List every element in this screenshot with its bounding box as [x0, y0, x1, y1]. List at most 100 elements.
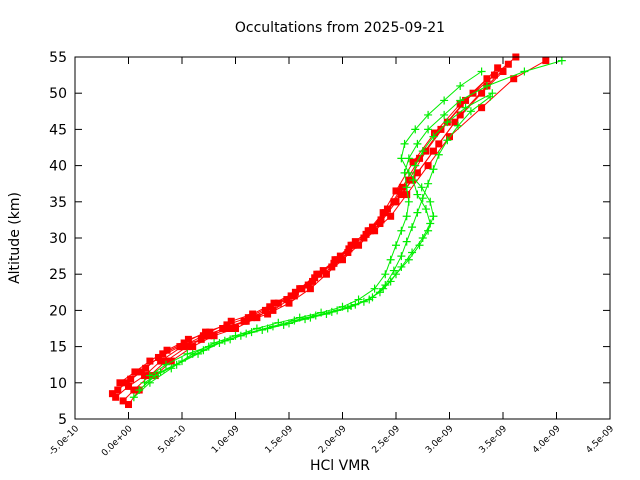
- data-point: [386, 255, 395, 264]
- y-tick-label: 45: [49, 122, 67, 138]
- data-point: [176, 343, 184, 351]
- data-point: [397, 252, 406, 261]
- data-point: [140, 378, 149, 387]
- y-tick-label: 5: [58, 412, 67, 428]
- data-point: [381, 270, 390, 279]
- data-point: [159, 350, 167, 358]
- data-point: [371, 227, 379, 235]
- data-point: [311, 311, 320, 320]
- data-point: [253, 314, 261, 322]
- data-point: [413, 208, 422, 217]
- data-point: [183, 349, 192, 358]
- data-point: [199, 332, 207, 340]
- data-point: [226, 335, 235, 344]
- y-tick-label: 10: [49, 376, 67, 392]
- data-point: [354, 295, 363, 304]
- data-point: [322, 270, 330, 278]
- data-point: [418, 194, 427, 203]
- data-point: [146, 357, 154, 365]
- data-point: [456, 96, 465, 105]
- y-tick-label: 55: [49, 50, 67, 66]
- data-point: [443, 118, 452, 127]
- plot-frame: [74, 56, 611, 420]
- data-point: [404, 197, 413, 206]
- data-point: [141, 372, 149, 380]
- data-point: [405, 176, 413, 184]
- data-point: [418, 147, 427, 156]
- data-point: [520, 67, 529, 76]
- data-point: [330, 259, 338, 267]
- x-tick-label: 0.0e+00: [100, 424, 135, 459]
- data-point: [415, 241, 424, 250]
- data-point: [456, 111, 464, 119]
- data-point: [413, 190, 422, 199]
- data-point: [227, 317, 235, 325]
- data-point: [486, 92, 495, 101]
- data-point: [206, 328, 214, 336]
- data-point: [397, 191, 405, 199]
- data-point: [435, 140, 443, 148]
- data-point: [108, 390, 116, 398]
- data-point: [397, 154, 406, 163]
- data-point: [389, 266, 398, 275]
- data-point: [266, 303, 274, 311]
- data-point: [424, 179, 433, 188]
- y-axis-label: Altitude (km): [7, 192, 23, 284]
- data-point: [402, 183, 411, 192]
- data-point: [392, 241, 400, 250]
- x-axis-label: HCl VMR: [310, 458, 370, 474]
- data-point: [461, 103, 470, 112]
- y-tick-label: 40: [49, 159, 67, 175]
- data-point: [404, 255, 413, 264]
- data-point: [411, 161, 420, 170]
- data-point: [137, 368, 145, 376]
- data-point: [377, 216, 385, 224]
- x-tick-label: 2.0e-09: [317, 424, 349, 456]
- data-point: [402, 237, 411, 246]
- data-point: [328, 263, 336, 271]
- data-point: [424, 125, 433, 134]
- data-point: [429, 132, 438, 141]
- data-point: [417, 183, 426, 192]
- data-point: [135, 386, 144, 395]
- data-point: [424, 110, 433, 119]
- series-line: [149, 96, 491, 377]
- data-point: [157, 357, 165, 365]
- data-point: [440, 96, 449, 105]
- data-point: [178, 357, 186, 366]
- x-tick-label: 3.5e-09: [478, 424, 510, 456]
- x-tick-label: 2.5e-09: [371, 424, 403, 456]
- data-point: [426, 197, 435, 206]
- data-point: [397, 226, 406, 235]
- data-point: [268, 322, 277, 331]
- data-point: [270, 299, 278, 307]
- data-point: [333, 306, 342, 315]
- x-tick-label: 4.5e-09: [585, 424, 617, 456]
- data-point: [180, 339, 188, 347]
- series-line: [112, 78, 488, 395]
- data-point: [219, 325, 227, 332]
- data-point: [125, 401, 132, 409]
- data-point: [413, 169, 421, 177]
- data-point: [368, 293, 377, 302]
- data-point: [274, 299, 282, 307]
- data-point: [154, 353, 162, 361]
- data-point: [240, 317, 248, 325]
- data-point: [454, 121, 463, 130]
- y-tick-label: 15: [49, 340, 67, 356]
- data-point: [156, 367, 165, 376]
- data-markers: [108, 53, 566, 409]
- data-point: [202, 328, 210, 336]
- data-point: [421, 205, 430, 214]
- data-point: [244, 314, 252, 322]
- data-point: [499, 67, 507, 75]
- x-tick-label: 5.0e-10: [157, 424, 189, 456]
- data-point: [400, 139, 409, 148]
- data-point: [189, 343, 197, 351]
- data-point: [542, 57, 550, 65]
- data-point: [440, 110, 449, 119]
- data-point: [376, 220, 384, 228]
- data-point: [456, 81, 465, 90]
- series-1: [108, 53, 550, 409]
